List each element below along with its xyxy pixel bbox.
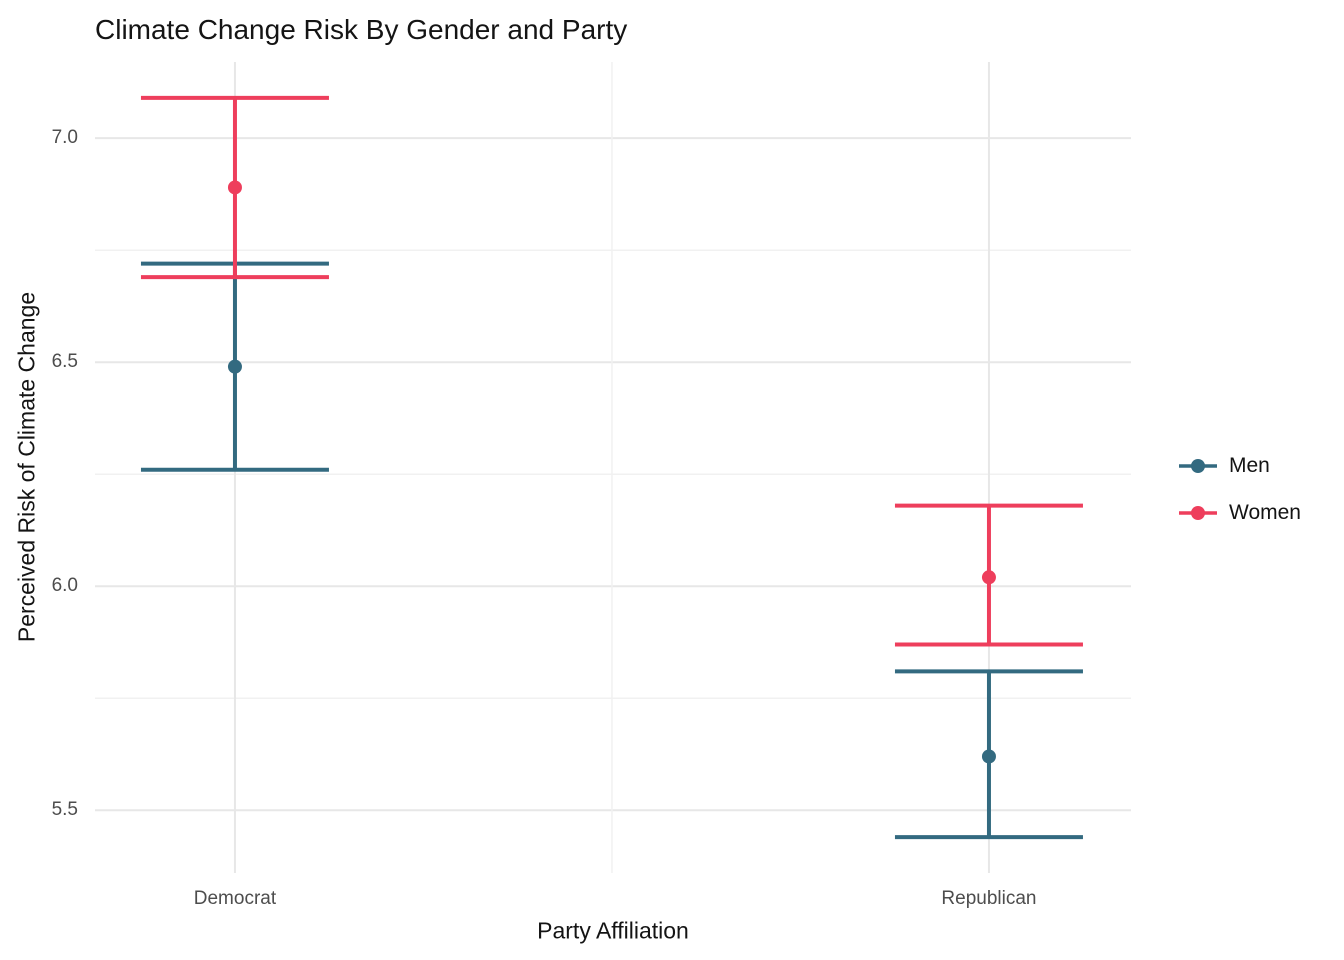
legend-item-men: Men [1178, 452, 1301, 480]
errorbar-men-republican [894, 669, 1083, 840]
legend-key-point [1191, 506, 1205, 520]
x-axis-title: Party Affiliation [537, 917, 689, 944]
legend-item-women: Women [1178, 499, 1301, 527]
point-women-democrat [227, 180, 242, 195]
legend-label: Men [1229, 454, 1270, 477]
y-tick-label: 6.5 [51, 351, 78, 373]
legend-key-icon [1179, 459, 1217, 473]
point-women-republican [981, 570, 996, 585]
errorbar-men-democrat [140, 261, 329, 472]
legend-key-icon [1179, 506, 1217, 520]
legend-key-point [1191, 459, 1205, 473]
chart-title: Climate Change Risk By Gender and Party [95, 14, 628, 45]
legend-label: Women [1229, 501, 1301, 524]
x-tick-label-democrat: Democrat [193, 888, 277, 909]
point-men-republican [981, 749, 996, 764]
errorbar-women-democrat [140, 95, 329, 280]
legend: Men Women [1178, 452, 1301, 527]
y-tick-label: 7.0 [51, 127, 78, 149]
point-men-democrat [227, 359, 242, 374]
y-tick-label: 6.0 [51, 575, 78, 597]
y-tick-label: 5.5 [51, 799, 78, 821]
x-tick-label-republican: Republican [941, 888, 1037, 909]
errorbar-women-republican [894, 503, 1083, 647]
